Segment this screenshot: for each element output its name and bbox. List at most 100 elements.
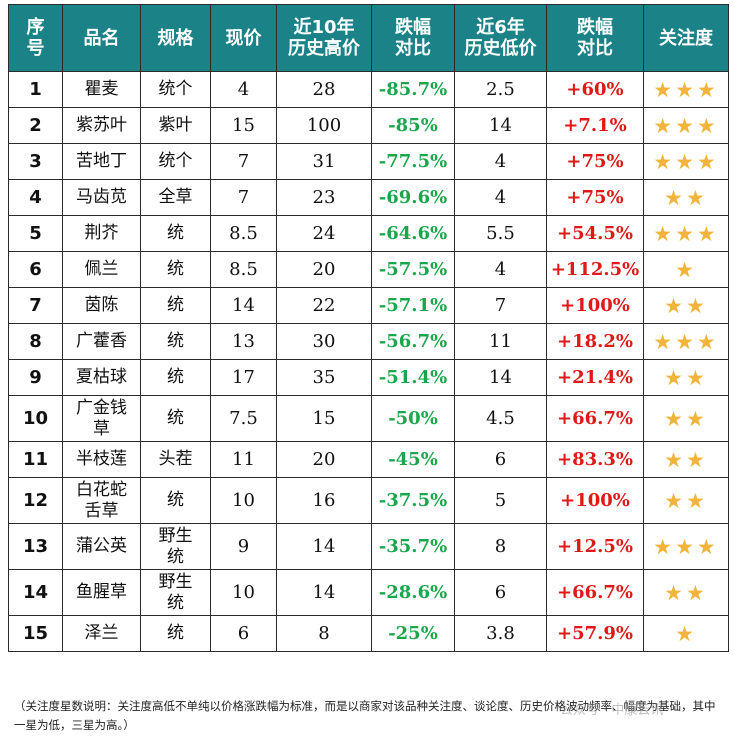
table-body: 1 瞿麦 统个 4 28 -85.7% 2.5 +60% ★★★ 2 紫苏叶 紫叶 15 100 -85% 1… (8, 71, 729, 652)
star-rating-icon: ★★★ (643, 215, 729, 252)
cell-price: 7 (210, 179, 277, 216)
cell-no: 11 (8, 441, 63, 478)
cell-no: 13 (8, 523, 63, 570)
cell-low6: 6 (454, 569, 547, 616)
cell-rise: +54.5% (546, 215, 644, 252)
cell-name: 半枝莲 (62, 441, 141, 478)
cell-drop: -45% (371, 441, 455, 478)
cell-name: 紫苏叶 (62, 107, 141, 144)
header-spec: 规格 (140, 4, 211, 72)
table-row: 13 蒲公英 野生统 9 14 -35.7% 8 +12.5% ★★★ (8, 523, 729, 570)
cell-high10: 20 (276, 251, 372, 288)
star-rating-icon: ★★ (643, 441, 729, 478)
cell-low6: 8 (454, 523, 547, 570)
star-rating-icon: ★ (643, 251, 729, 288)
cell-spec: 统 (140, 615, 211, 652)
cell-spec: 统 (140, 287, 211, 324)
cell-name: 苦地丁 (62, 143, 141, 180)
cell-name: 茵陈 (62, 287, 141, 324)
cell-name: 鱼腥草 (62, 569, 141, 616)
cell-name: 佩兰 (62, 251, 141, 288)
cell-rise: +60% (546, 71, 644, 108)
header-low6: 近6年 历史低价 (454, 4, 547, 72)
table-row: 4 马齿苋 全草 7 23 -69.6% 4 +75% ★★ (8, 179, 729, 216)
star-rating-icon: ★★★ (643, 71, 729, 108)
star-rating-icon: ★★ (643, 477, 729, 524)
cell-rise: +21.4% (546, 359, 644, 396)
cell-price: 9 (210, 523, 277, 570)
cell-spec: 统 (140, 215, 211, 252)
cell-name: 泽兰 (62, 615, 141, 652)
cell-name: 蒲公英 (62, 523, 141, 570)
cell-spec: 统 (140, 395, 211, 442)
cell-rise: +18.2% (546, 323, 644, 360)
cell-price: 10 (210, 477, 277, 524)
cell-no: 1 (8, 71, 63, 108)
star-rating-icon: ★★ (643, 287, 729, 324)
cell-price: 8.5 (210, 215, 277, 252)
cell-price: 14 (210, 287, 277, 324)
cell-high10: 35 (276, 359, 372, 396)
cell-spec: 全草 (140, 179, 211, 216)
cell-spec: 统 (140, 359, 211, 396)
cell-high10: 8 (276, 615, 372, 652)
cell-rise: +66.7% (546, 395, 644, 442)
cell-rise: +75% (546, 179, 644, 216)
cell-high10: 20 (276, 441, 372, 478)
cell-spec: 野生统 (140, 569, 211, 616)
star-rating-icon: ★★★ (643, 143, 729, 180)
cell-low6: 14 (454, 359, 547, 396)
cell-no: 2 (8, 107, 63, 144)
table-row: 12 白花蛇 舌草统 10 16 -37.5% 5 +100% ★★ (8, 477, 729, 524)
cell-spec: 统个 (140, 143, 211, 180)
cell-price: 11 (210, 441, 277, 478)
table-header-row: 序号品名 规格 现价 近10年 历史高价 跌幅 对比 近6年 历史低价 跌幅 对比 关注度 (8, 4, 729, 72)
cell-name: 荆芥 (62, 215, 141, 252)
cell-price: 10 (210, 569, 277, 616)
cell-high10: 14 (276, 569, 372, 616)
cell-no: 12 (8, 477, 63, 524)
table-row: 10 广金钱草统 7.5 15 -50% 4.5 +66.7% ★★ (8, 395, 729, 442)
cell-drop: -77.5% (371, 143, 455, 180)
cell-rise: +57.9% (546, 615, 644, 652)
cell-low6: 11 (454, 323, 547, 360)
star-rating-icon: ★★ (643, 179, 729, 216)
header-drop: 跌幅 对比 (371, 4, 455, 72)
cell-high10: 24 (276, 215, 372, 252)
cell-drop: -50% (371, 395, 455, 442)
cell-low6: 7 (454, 287, 547, 324)
cell-drop: -57.1% (371, 287, 455, 324)
table-row: 2 紫苏叶 紫叶 15 100 -85% 14 +7.1% ★★★ (8, 107, 729, 144)
cell-name: 马齿苋 (62, 179, 141, 216)
star-rating-icon: ★★ (643, 569, 729, 616)
cell-rise: +75% (546, 143, 644, 180)
cell-no: 5 (8, 215, 63, 252)
table-row: 3 苦地丁 统个 7 31 -77.5% 4 +75% ★★★ (8, 143, 729, 180)
cell-price: 4 (210, 71, 277, 108)
header-price: 现价 (210, 4, 277, 72)
cell-spec: 统 (140, 477, 211, 524)
table-row: 11 半枝莲 头茬 11 20 -45% 6 +83.3% ★★ (8, 441, 729, 478)
cell-low6: 4 (454, 179, 547, 216)
cell-high10: 22 (276, 287, 372, 324)
star-rating-icon: ★★★ (643, 323, 729, 360)
price-table-container: 序号品名 规格 现价 近10年 历史高价 跌幅 对比 近6年 历史低价 跌幅 对比 关注度 1 瞿麦 统个… (8, 4, 729, 652)
star-rating-icon: ★★★ (643, 523, 729, 570)
cell-high10: 16 (276, 477, 372, 524)
cell-rise: +7.1% (546, 107, 644, 144)
cell-spec: 统 (140, 251, 211, 288)
cell-drop: -57.5% (371, 251, 455, 288)
table-row: 15 泽兰统 6 8 -25% 3.8 +57.9% ★ (8, 615, 729, 652)
cell-drop: -35.7% (371, 523, 455, 570)
cell-price: 7 (210, 143, 277, 180)
star-rating-icon: ★★★ (643, 107, 729, 144)
cell-no: 15 (8, 615, 63, 652)
cell-price: 8.5 (210, 251, 277, 288)
cell-name: 广金钱草 (62, 395, 141, 442)
cell-low6: 4.5 (454, 395, 547, 442)
header-name: 品名 (62, 4, 141, 72)
cell-spec: 统个 (140, 71, 211, 108)
cell-rise: +83.3% (546, 441, 644, 478)
price-table: 序号品名 规格 现价 近10年 历史高价 跌幅 对比 近6年 历史低价 跌幅 对比 关注度 1 瞿麦 统个… (8, 4, 729, 652)
cell-rise: +12.5% (546, 523, 644, 570)
